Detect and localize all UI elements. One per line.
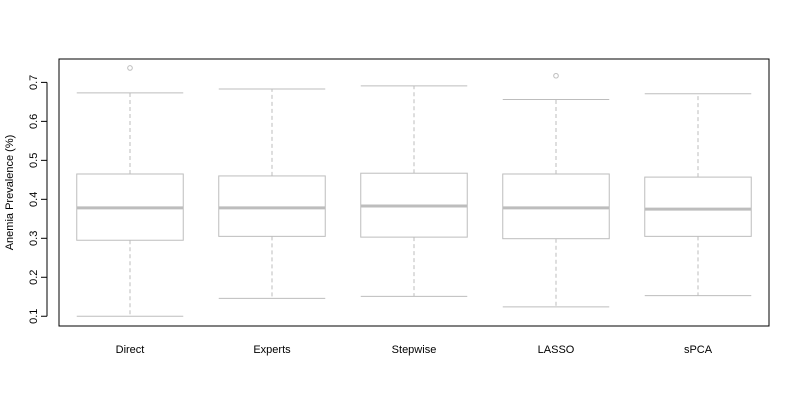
y-tick-label: 0.6 — [28, 114, 40, 129]
box-series — [76, 65, 752, 317]
iqr-box — [644, 176, 752, 237]
y-tick-label: 0.3 — [28, 231, 40, 246]
y-tick-label: 0.7 — [28, 75, 40, 90]
box-stepwise — [360, 85, 468, 297]
y-axis: 0.1 0.2 0.3 0.4 0.5 0.6 0.7 — [28, 75, 48, 324]
y-tick-label: 0.4 — [28, 192, 40, 207]
x-tick-label: LASSO — [538, 344, 575, 356]
y-tick-label: 0.5 — [28, 153, 40, 168]
outlier-point — [553, 72, 559, 79]
outlier-point — [127, 65, 133, 71]
x-tick-label: Experts — [253, 344, 291, 356]
iqr-box — [218, 175, 326, 237]
y-tick-label: 0.1 — [28, 309, 40, 324]
y-tick-label: 0.2 — [28, 270, 40, 285]
x-tick-label: Stepwise — [392, 344, 437, 356]
plot-frame — [58, 58, 770, 327]
x-axis: Direct Experts Stepwise LASSO sPCA — [116, 344, 713, 356]
box-lasso — [502, 72, 610, 308]
y-axis-title: Anemia Prevalence (%) — [4, 135, 16, 251]
x-tick-label: sPCA — [684, 344, 713, 356]
box-direct — [76, 65, 184, 317]
x-tick-label: Direct — [116, 344, 145, 356]
iqr-box — [502, 173, 610, 240]
box-experts — [218, 88, 326, 299]
box-spca — [644, 93, 752, 297]
